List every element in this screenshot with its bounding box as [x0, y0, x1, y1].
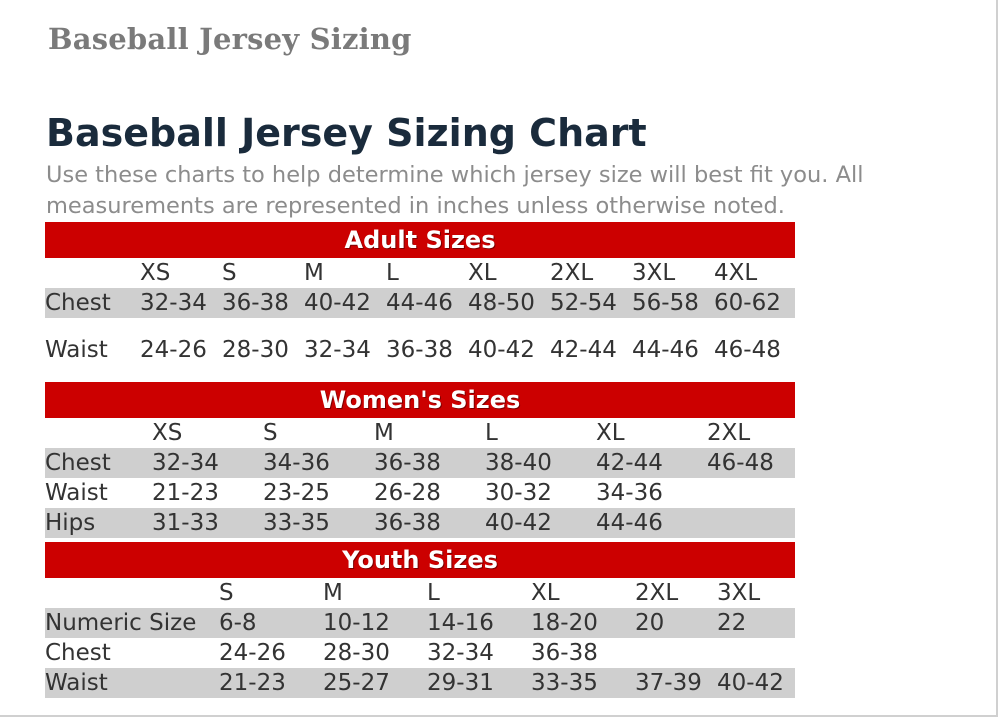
youth-sizes-header: Youth Sizes	[45, 542, 796, 578]
table-cell: 36-38	[222, 288, 304, 318]
size-label: S	[222, 260, 237, 286]
size-label: 3XL	[632, 260, 676, 286]
row-label: Numeric Size	[45, 608, 219, 638]
size-label: S	[263, 420, 278, 446]
empty-cell	[45, 578, 219, 608]
womens-sizes-table: Women's Sizes XS S M L XL 2XL Chest 32-3…	[45, 382, 796, 538]
table-cell: 21-23	[219, 668, 323, 698]
table-cell: 36-38	[374, 448, 485, 478]
row-label: Waist	[45, 337, 108, 363]
table-cell: 31-33	[152, 508, 263, 538]
row-label: Hips	[45, 508, 152, 538]
table-cell: 32-34	[304, 337, 371, 363]
size-label: 2XL	[550, 260, 594, 286]
size-label: XS	[140, 260, 171, 286]
table-cell: 37-39	[635, 668, 717, 698]
adult-sizes-table: Adult Sizes XS S M L XL 2XL 3XL 4XL Ches…	[45, 222, 796, 382]
table-cell: 36-38	[374, 508, 485, 538]
table-cell: 46-48	[707, 448, 796, 478]
table-cell: 44-46	[632, 337, 699, 363]
size-label: L	[386, 260, 399, 286]
table-cell	[707, 478, 795, 508]
table-cell: 26-28	[374, 480, 441, 506]
table-cell: 32-34	[427, 640, 494, 666]
size-label: S	[219, 580, 234, 606]
table-cell: 23-25	[263, 480, 330, 506]
size-label: L	[427, 580, 440, 606]
table-cell: 60-62	[714, 288, 796, 318]
table-cell: 28-30	[222, 337, 289, 363]
empty-cell	[45, 258, 140, 288]
row-label: Chest	[45, 448, 152, 478]
size-label: M	[304, 260, 324, 286]
table-cell: 33-35	[531, 668, 635, 698]
table-cell: 10-12	[323, 608, 427, 638]
chart-title: Baseball Jersey Sizing Chart	[46, 111, 647, 155]
table-cell: 14-16	[427, 608, 531, 638]
size-label: 4XL	[714, 260, 758, 286]
table-cell: 36-38	[386, 337, 453, 363]
womens-sizes-header: Women's Sizes	[45, 382, 796, 418]
row-label: Chest	[45, 288, 140, 318]
table-cell: 6-8	[219, 608, 323, 638]
table-cell: 40-42	[304, 288, 386, 318]
table-cell: 40-42	[485, 508, 596, 538]
table-cell: 22	[717, 608, 796, 638]
table-cell: 29-31	[427, 668, 531, 698]
youth-sizes-table: Youth Sizes S M L XL 2XL 3XL Numeric Siz…	[45, 542, 796, 698]
table-cell: 32-34	[140, 288, 222, 318]
size-label: XL	[531, 580, 560, 606]
size-label: XL	[596, 420, 625, 446]
table-cell: 32-34	[152, 448, 263, 478]
adult-sizes-header: Adult Sizes	[45, 222, 796, 258]
table-cell: 40-42	[717, 668, 796, 698]
table-cell: 48-50	[468, 288, 550, 318]
table-cell: 52-54	[550, 288, 632, 318]
size-label: XS	[152, 420, 183, 446]
table-cell: 46-48	[714, 337, 781, 363]
table-cell	[635, 638, 717, 668]
table-cell: 21-23	[152, 480, 219, 506]
row-label: Waist	[45, 668, 219, 698]
intro-text: Use these charts to help determine which…	[46, 162, 864, 219]
row-label: Waist	[45, 480, 108, 506]
size-label: M	[374, 420, 394, 446]
table-cell: 30-32	[485, 480, 552, 506]
table-cell: 44-46	[596, 508, 707, 538]
table-cell	[717, 638, 795, 668]
table-cell: 24-26	[219, 640, 286, 666]
table-cell: 44-46	[386, 288, 468, 318]
table-cell: 56-58	[632, 288, 714, 318]
size-label: M	[323, 580, 343, 606]
page-heading: Baseball Jersey Sizing	[48, 22, 412, 56]
table-cell: 25-27	[323, 668, 427, 698]
table-cell: 33-35	[263, 508, 374, 538]
table-cell: 42-44	[596, 448, 707, 478]
size-label: 2XL	[635, 580, 679, 606]
row-label: Chest	[45, 640, 111, 666]
table-cell: 18-20	[531, 608, 635, 638]
table-cell: 28-30	[323, 640, 390, 666]
size-label: 3XL	[717, 580, 761, 606]
table-cell: 20	[635, 608, 717, 638]
size-label: L	[485, 420, 498, 446]
table-cell: 40-42	[468, 337, 535, 363]
table-cell: 24-26	[140, 337, 207, 363]
table-cell	[707, 508, 796, 538]
size-label: XL	[468, 260, 497, 286]
table-cell: 36-38	[531, 640, 598, 666]
table-cell: 34-36	[596, 480, 663, 506]
table-cell: 42-44	[550, 337, 617, 363]
size-label: 2XL	[707, 420, 751, 446]
table-cell: 38-40	[485, 448, 596, 478]
table-cell: 34-36	[263, 448, 374, 478]
empty-cell	[45, 418, 152, 448]
